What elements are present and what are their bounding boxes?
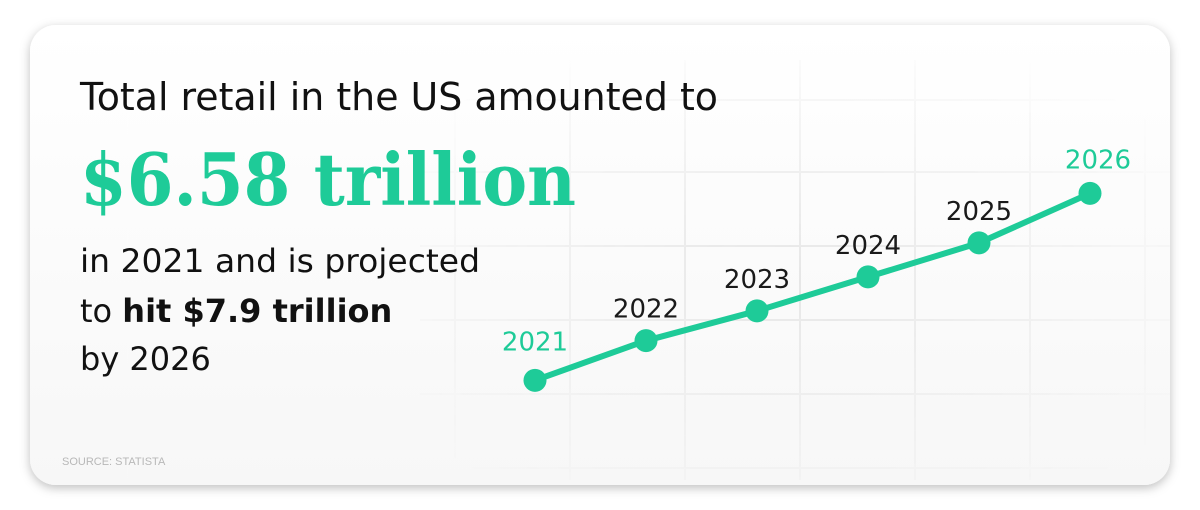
- line: [532, 190, 1093, 384]
- data-point: [967, 231, 991, 255]
- data-point: [1078, 181, 1102, 205]
- data-point: [856, 265, 880, 289]
- line-chart: 2021 2022 2023 2024 2025 2026: [502, 145, 1131, 392]
- point-label: 2025: [946, 197, 1012, 227]
- point-label: 2023: [724, 265, 790, 295]
- data-point: [634, 329, 658, 353]
- point-label: 2024: [835, 231, 901, 261]
- background-grid: [420, 60, 1170, 480]
- point-label: 2026: [1065, 145, 1131, 175]
- body-text-bold: hit $7.9 trillion: [122, 292, 392, 330]
- body-text: to hit $7.9 trillion: [80, 292, 392, 330]
- data-point: [745, 299, 769, 323]
- body-text: to: [80, 292, 112, 330]
- data-point: [523, 368, 547, 392]
- point-label: 2021: [502, 327, 568, 357]
- headline: Total retail in the US amounted to: [79, 75, 718, 119]
- card: [30, 25, 1170, 485]
- body-text: by 2026: [80, 340, 211, 378]
- point-label: 2022: [613, 295, 679, 325]
- headline-highlight: $6.58 trillion: [80, 137, 576, 222]
- source: SOURCE: STATISTA: [62, 456, 166, 468]
- body-text: in 2021 and is projected: [80, 242, 480, 280]
